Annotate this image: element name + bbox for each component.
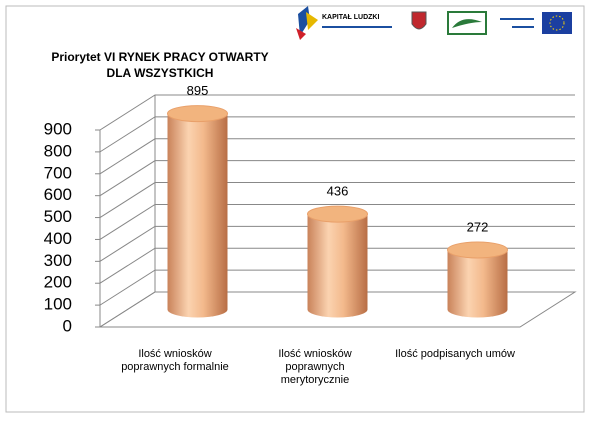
green-logo-mark (452, 19, 482, 28)
logo-mark (306, 12, 318, 30)
bar-body (307, 214, 368, 310)
x-tick-label: Ilość wniosków poprawnych merytorycznie (278, 348, 352, 386)
bar (167, 105, 228, 318)
bar-body (167, 113, 228, 310)
frame (5, 5, 585, 413)
y-tick-label: 400 (44, 229, 72, 248)
bar-bottom (307, 301, 368, 318)
x-tick-label: Ilość podpisanych umów (395, 348, 515, 360)
grid-line (99, 160, 575, 197)
shield-logo (411, 11, 427, 30)
grid-line (99, 291, 575, 328)
eu-text-line (512, 26, 534, 28)
eu-text-line (500, 18, 534, 20)
bar (447, 241, 508, 318)
value-label: 895 (187, 83, 209, 98)
logo-mark (296, 28, 306, 40)
y-tick-label: 900 (44, 119, 72, 138)
bar (307, 205, 368, 318)
chart-title: Priorytet VI RYNEK PRACY OTWARTY (51, 50, 268, 64)
x-tick-label: Ilość wniosków poprawnych formalnie (121, 348, 229, 373)
grid-line (99, 225, 575, 262)
grid-line (99, 94, 575, 131)
bar-bottom (167, 301, 228, 318)
grid-line (99, 182, 575, 218)
grid-line (99, 203, 575, 240)
bar-top (447, 241, 508, 259)
grid-line (99, 116, 575, 153)
y-tick-label: 600 (44, 185, 72, 204)
eu-stars (549, 15, 565, 31)
chart-title: DLA WSZYSTKICH (107, 66, 214, 80)
y-tick-label: 200 (44, 273, 72, 292)
grid-line (99, 247, 575, 284)
bar-bottom (447, 301, 508, 318)
bar-top (167, 105, 228, 123)
grid-line (99, 269, 575, 306)
y-tick-label: 700 (44, 163, 72, 182)
y-tick-label: 100 (44, 295, 72, 314)
y-tick-label: 300 (44, 251, 72, 270)
grid-line (99, 138, 575, 175)
logos: KAPITAŁ LUDZKI (296, 6, 572, 40)
y-tick-label: 500 (44, 207, 72, 226)
logo-text: KAPITAŁ LUDZKI (322, 14, 379, 21)
y-tick-label: 0 (63, 316, 72, 335)
bar-top (307, 205, 368, 223)
value-label: 436 (327, 184, 349, 199)
bar-body (447, 249, 508, 310)
value-label: 272 (467, 219, 489, 234)
y-tick-label: 800 (44, 141, 72, 160)
eu-flag (542, 12, 572, 34)
